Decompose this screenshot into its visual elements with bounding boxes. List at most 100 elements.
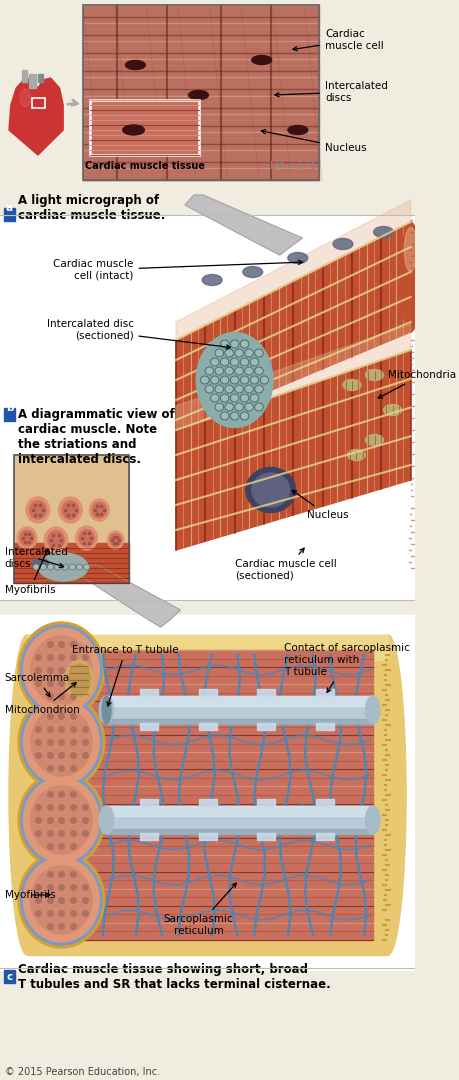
Ellipse shape [235, 384, 243, 393]
Ellipse shape [400, 222, 420, 332]
Ellipse shape [89, 499, 109, 521]
Text: Entrance to T tubule: Entrance to T tubule [72, 645, 179, 706]
Ellipse shape [214, 403, 223, 411]
Text: Nucleus: Nucleus [261, 130, 366, 153]
Ellipse shape [214, 349, 223, 357]
Text: Contact of sarcoplasmic
reticulum with
T tubule: Contact of sarcoplasmic reticulum with T… [284, 644, 409, 692]
Ellipse shape [47, 564, 54, 570]
Ellipse shape [69, 564, 75, 570]
Ellipse shape [79, 529, 94, 546]
Ellipse shape [38, 553, 88, 581]
Ellipse shape [33, 564, 39, 570]
Ellipse shape [230, 357, 238, 366]
Ellipse shape [383, 405, 401, 416]
Text: Cardiac muscle tissue showing short, broad
T tubules and SR that lacks terminal : Cardiac muscle tissue showing short, bro… [18, 963, 330, 991]
Bar [198, 689, 216, 697]
Text: Cardiac muscle tissue: Cardiac muscle tissue [84, 161, 204, 171]
Ellipse shape [254, 367, 263, 375]
Ellipse shape [21, 775, 102, 865]
Polygon shape [176, 324, 410, 430]
Ellipse shape [220, 357, 229, 366]
Ellipse shape [235, 367, 243, 375]
Bar [315, 689, 333, 697]
Bar [315, 799, 333, 807]
Ellipse shape [123, 125, 144, 135]
Bar [257, 833, 274, 840]
Ellipse shape [23, 858, 99, 942]
Bar [198, 833, 216, 840]
Text: Cardiac
muscle cell: Cardiac muscle cell [292, 29, 383, 51]
Ellipse shape [18, 694, 105, 789]
Text: Sarcolemma: Sarcolemma [5, 673, 70, 697]
Ellipse shape [220, 376, 229, 384]
Text: LM × 575: LM × 575 [269, 161, 316, 171]
Bar [90, 100, 198, 156]
Ellipse shape [224, 384, 233, 393]
Ellipse shape [76, 564, 83, 570]
Text: b: b [6, 403, 13, 413]
Ellipse shape [31, 708, 92, 777]
Ellipse shape [240, 357, 248, 366]
Text: A light micrograph of
cardiac muscle tissue.: A light micrograph of cardiac muscle tis… [18, 194, 165, 222]
Ellipse shape [214, 384, 223, 393]
Bar [83, 5, 319, 180]
Ellipse shape [76, 526, 97, 550]
Bar [27, 635, 387, 955]
Ellipse shape [99, 806, 113, 834]
Ellipse shape [26, 497, 50, 523]
Ellipse shape [110, 534, 121, 546]
Ellipse shape [254, 384, 263, 393]
Bar [4, 970, 15, 983]
Ellipse shape [102, 696, 111, 724]
Polygon shape [185, 195, 302, 255]
Ellipse shape [48, 531, 64, 549]
Bar [13, 543, 129, 583]
Bar [257, 689, 274, 697]
Ellipse shape [21, 855, 102, 945]
Ellipse shape [23, 700, 99, 784]
Polygon shape [9, 78, 63, 156]
Ellipse shape [220, 394, 229, 402]
Text: A diagrammatic view of
cardiac muscle. Note
the striations and
intercalated disc: A diagrammatic view of cardiac muscle. N… [18, 408, 174, 465]
Bar [43, 650, 372, 940]
Bar [13, 455, 129, 583]
Ellipse shape [373, 227, 392, 238]
Text: © 2015 Pearson Education, Inc.: © 2015 Pearson Education, Inc. [5, 1067, 159, 1077]
Text: Myofibrils: Myofibrils [5, 890, 55, 900]
Ellipse shape [202, 274, 222, 285]
Ellipse shape [235, 349, 243, 357]
Ellipse shape [250, 357, 258, 366]
Bar [106, 829, 372, 834]
Text: Sarcoplasmic
reticulum: Sarcoplasmic reticulum [163, 883, 236, 935]
Ellipse shape [403, 228, 416, 271]
Text: Mitochondrion: Mitochondrion [5, 683, 79, 715]
Text: Cardiac muscle
cell (intact): Cardiac muscle cell (intact) [53, 259, 302, 281]
Text: Cardiac muscle cell
(sectioned): Cardiac muscle cell (sectioned) [234, 549, 336, 581]
Ellipse shape [220, 411, 229, 420]
Bar [106, 696, 372, 706]
Ellipse shape [21, 697, 102, 787]
Bar [29, 75, 36, 87]
Ellipse shape [200, 376, 209, 384]
Ellipse shape [244, 403, 253, 411]
Ellipse shape [287, 125, 307, 135]
Polygon shape [176, 222, 410, 430]
Ellipse shape [20, 530, 34, 545]
Ellipse shape [210, 376, 218, 384]
Ellipse shape [230, 411, 238, 420]
Text: Intercalated disc
(sectioned): Intercalated disc (sectioned) [46, 320, 230, 349]
Ellipse shape [287, 253, 307, 264]
Ellipse shape [220, 340, 229, 348]
Ellipse shape [59, 497, 82, 523]
Ellipse shape [44, 527, 67, 553]
Ellipse shape [210, 357, 218, 366]
Ellipse shape [230, 340, 238, 348]
Ellipse shape [205, 367, 213, 375]
Ellipse shape [342, 379, 360, 391]
Text: Intercalated
discs: Intercalated discs [5, 548, 67, 569]
Ellipse shape [205, 384, 213, 393]
Ellipse shape [68, 664, 90, 696]
Ellipse shape [65, 660, 94, 700]
Text: Nucleus: Nucleus [291, 490, 348, 519]
Ellipse shape [18, 852, 105, 948]
